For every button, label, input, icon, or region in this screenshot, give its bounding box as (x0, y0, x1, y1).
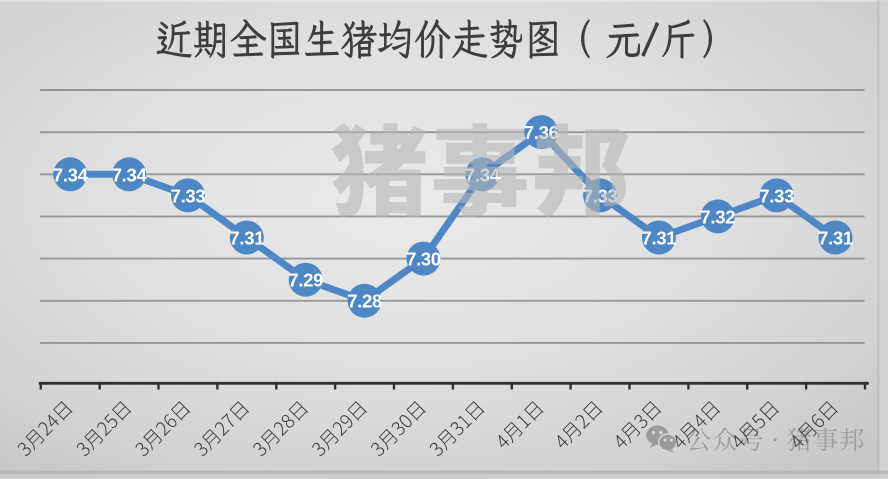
svg-text:7.29: 7.29 (288, 270, 323, 291)
svg-text:7.34: 7.34 (53, 164, 89, 185)
svg-text:7.31: 7.31 (818, 228, 853, 249)
svg-text:7.33: 7.33 (171, 185, 206, 206)
svg-text:7.32: 7.32 (700, 206, 735, 227)
svg-text:7.33: 7.33 (759, 185, 794, 206)
svg-text:7.28: 7.28 (347, 291, 382, 312)
svg-text:7.31: 7.31 (229, 228, 264, 249)
svg-text:7.34: 7.34 (112, 164, 148, 185)
svg-text:7.31: 7.31 (641, 228, 676, 249)
svg-text:7.30: 7.30 (406, 249, 441, 270)
